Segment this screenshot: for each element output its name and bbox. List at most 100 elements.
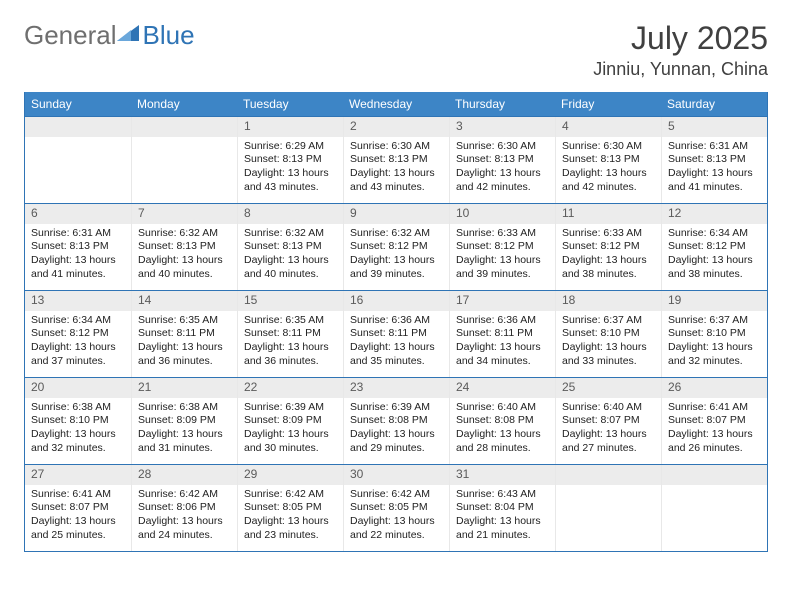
sunrise-line: Sunrise: 6:35 AM xyxy=(244,314,337,328)
sunrise-line: Sunrise: 6:38 AM xyxy=(31,401,125,415)
calendar-cell: 13Sunrise: 6:34 AMSunset: 8:12 PMDayligh… xyxy=(25,291,131,377)
cell-body: Sunrise: 6:40 AMSunset: 8:08 PMDaylight:… xyxy=(450,398,555,462)
day-number: 19 xyxy=(662,291,767,311)
sunrise-line: Sunrise: 6:32 AM xyxy=(244,227,337,241)
daylight-line: Daylight: 13 hours and 39 minutes. xyxy=(350,254,443,281)
sunrise-line: Sunrise: 6:33 AM xyxy=(456,227,549,241)
dayhead-thursday: Thursday xyxy=(449,92,555,116)
sunset-line: Sunset: 8:13 PM xyxy=(138,240,231,254)
sunrise-line: Sunrise: 6:30 AM xyxy=(456,140,549,154)
sunset-line: Sunset: 8:13 PM xyxy=(350,153,443,167)
calendar-cell xyxy=(131,117,237,203)
cell-body: Sunrise: 6:35 AMSunset: 8:11 PMDaylight:… xyxy=(132,311,237,375)
sunset-line: Sunset: 8:09 PM xyxy=(138,414,231,428)
calendar-week-row: 1Sunrise: 6:29 AMSunset: 8:13 PMDaylight… xyxy=(25,116,767,203)
calendar-cell xyxy=(555,465,661,551)
cell-body: Sunrise: 6:37 AMSunset: 8:10 PMDaylight:… xyxy=(556,311,661,375)
calendar-cell: 17Sunrise: 6:36 AMSunset: 8:11 PMDayligh… xyxy=(449,291,555,377)
day-number: 8 xyxy=(238,204,343,224)
sunrise-line: Sunrise: 6:42 AM xyxy=(244,488,337,502)
cell-body: Sunrise: 6:39 AMSunset: 8:08 PMDaylight:… xyxy=(344,398,449,462)
calendar-week-row: 27Sunrise: 6:41 AMSunset: 8:07 PMDayligh… xyxy=(25,464,767,551)
day-number: 5 xyxy=(662,117,767,137)
calendar-cell: 2Sunrise: 6:30 AMSunset: 8:13 PMDaylight… xyxy=(343,117,449,203)
calendar-cell: 20Sunrise: 6:38 AMSunset: 8:10 PMDayligh… xyxy=(25,378,131,464)
daylight-line: Daylight: 13 hours and 32 minutes. xyxy=(668,341,761,368)
daylight-line: Daylight: 13 hours and 25 minutes. xyxy=(31,515,125,542)
sunrise-line: Sunrise: 6:37 AM xyxy=(668,314,761,328)
day-number: 21 xyxy=(132,378,237,398)
header: General Blue July 2025 Jinniu, Yunnan, C… xyxy=(24,20,768,80)
sunset-line: Sunset: 8:11 PM xyxy=(456,327,549,341)
sunset-line: Sunset: 8:11 PM xyxy=(244,327,337,341)
daylight-line: Daylight: 13 hours and 41 minutes. xyxy=(668,167,761,194)
calendar-body: 1Sunrise: 6:29 AMSunset: 8:13 PMDaylight… xyxy=(25,116,767,551)
sunset-line: Sunset: 8:12 PM xyxy=(456,240,549,254)
calendar-cell: 29Sunrise: 6:42 AMSunset: 8:05 PMDayligh… xyxy=(237,465,343,551)
dayhead-sunday: Sunday xyxy=(25,92,131,116)
logo-word-1: General xyxy=(24,20,117,51)
cell-body: Sunrise: 6:36 AMSunset: 8:11 PMDaylight:… xyxy=(450,311,555,375)
day-number: 17 xyxy=(450,291,555,311)
calendar-cell: 3Sunrise: 6:30 AMSunset: 8:13 PMDaylight… xyxy=(449,117,555,203)
daylight-line: Daylight: 13 hours and 21 minutes. xyxy=(456,515,549,542)
day-number: 31 xyxy=(450,465,555,485)
calendar-cell: 31Sunrise: 6:43 AMSunset: 8:04 PMDayligh… xyxy=(449,465,555,551)
sunset-line: Sunset: 8:11 PM xyxy=(138,327,231,341)
sunrise-line: Sunrise: 6:37 AM xyxy=(562,314,655,328)
sunrise-line: Sunrise: 6:43 AM xyxy=(456,488,549,502)
calendar-week-row: 6Sunrise: 6:31 AMSunset: 8:13 PMDaylight… xyxy=(25,203,767,290)
sunset-line: Sunset: 8:08 PM xyxy=(350,414,443,428)
sunrise-line: Sunrise: 6:42 AM xyxy=(138,488,231,502)
cell-body: Sunrise: 6:43 AMSunset: 8:04 PMDaylight:… xyxy=(450,485,555,549)
calendar-cell: 26Sunrise: 6:41 AMSunset: 8:07 PMDayligh… xyxy=(661,378,767,464)
day-number: 27 xyxy=(25,465,131,485)
day-number: 24 xyxy=(450,378,555,398)
sunrise-line: Sunrise: 6:40 AM xyxy=(562,401,655,415)
daylight-line: Daylight: 13 hours and 33 minutes. xyxy=(562,341,655,368)
daylight-line: Daylight: 13 hours and 43 minutes. xyxy=(350,167,443,194)
day-number: 26 xyxy=(662,378,767,398)
sunset-line: Sunset: 8:13 PM xyxy=(562,153,655,167)
cell-body: Sunrise: 6:31 AMSunset: 8:13 PMDaylight:… xyxy=(25,224,131,288)
daylight-line: Daylight: 13 hours and 41 minutes. xyxy=(31,254,125,281)
calendar-header-row: Sunday Monday Tuesday Wednesday Thursday… xyxy=(25,92,767,116)
daylight-line: Daylight: 13 hours and 40 minutes. xyxy=(138,254,231,281)
cell-body: Sunrise: 6:38 AMSunset: 8:09 PMDaylight:… xyxy=(132,398,237,462)
sunrise-line: Sunrise: 6:41 AM xyxy=(668,401,761,415)
calendar-cell: 10Sunrise: 6:33 AMSunset: 8:12 PMDayligh… xyxy=(449,204,555,290)
calendar-cell: 21Sunrise: 6:38 AMSunset: 8:09 PMDayligh… xyxy=(131,378,237,464)
calendar-cell: 5Sunrise: 6:31 AMSunset: 8:13 PMDaylight… xyxy=(661,117,767,203)
logo-word-2: Blue xyxy=(143,20,195,51)
location-title: Jinniu, Yunnan, China xyxy=(593,59,768,80)
calendar-week-row: 13Sunrise: 6:34 AMSunset: 8:12 PMDayligh… xyxy=(25,290,767,377)
calendar-cell: 12Sunrise: 6:34 AMSunset: 8:12 PMDayligh… xyxy=(661,204,767,290)
cell-body: Sunrise: 6:31 AMSunset: 8:13 PMDaylight:… xyxy=(662,137,767,201)
sunrise-line: Sunrise: 6:42 AM xyxy=(350,488,443,502)
sunrise-line: Sunrise: 6:36 AM xyxy=(350,314,443,328)
sunset-line: Sunset: 8:13 PM xyxy=(456,153,549,167)
day-number xyxy=(132,117,237,137)
logo: General Blue xyxy=(24,20,195,51)
sunrise-line: Sunrise: 6:41 AM xyxy=(31,488,125,502)
sunrise-line: Sunrise: 6:38 AM xyxy=(138,401,231,415)
title-block: July 2025 Jinniu, Yunnan, China xyxy=(593,20,768,80)
calendar-cell: 30Sunrise: 6:42 AMSunset: 8:05 PMDayligh… xyxy=(343,465,449,551)
calendar-week-row: 20Sunrise: 6:38 AMSunset: 8:10 PMDayligh… xyxy=(25,377,767,464)
page-container: General Blue July 2025 Jinniu, Yunnan, C… xyxy=(0,0,792,572)
cell-body: Sunrise: 6:32 AMSunset: 8:12 PMDaylight:… xyxy=(344,224,449,288)
calendar-cell: 6Sunrise: 6:31 AMSunset: 8:13 PMDaylight… xyxy=(25,204,131,290)
day-number: 25 xyxy=(556,378,661,398)
sunset-line: Sunset: 8:08 PM xyxy=(456,414,549,428)
sunset-line: Sunset: 8:06 PM xyxy=(138,501,231,515)
day-number: 6 xyxy=(25,204,131,224)
day-number: 16 xyxy=(344,291,449,311)
day-number: 18 xyxy=(556,291,661,311)
sunset-line: Sunset: 8:05 PM xyxy=(350,501,443,515)
calendar-cell: 9Sunrise: 6:32 AMSunset: 8:12 PMDaylight… xyxy=(343,204,449,290)
calendar-cell: 28Sunrise: 6:42 AMSunset: 8:06 PMDayligh… xyxy=(131,465,237,551)
dayhead-monday: Monday xyxy=(131,92,237,116)
calendar-cell: 16Sunrise: 6:36 AMSunset: 8:11 PMDayligh… xyxy=(343,291,449,377)
day-number: 15 xyxy=(238,291,343,311)
dayhead-saturday: Saturday xyxy=(661,92,767,116)
